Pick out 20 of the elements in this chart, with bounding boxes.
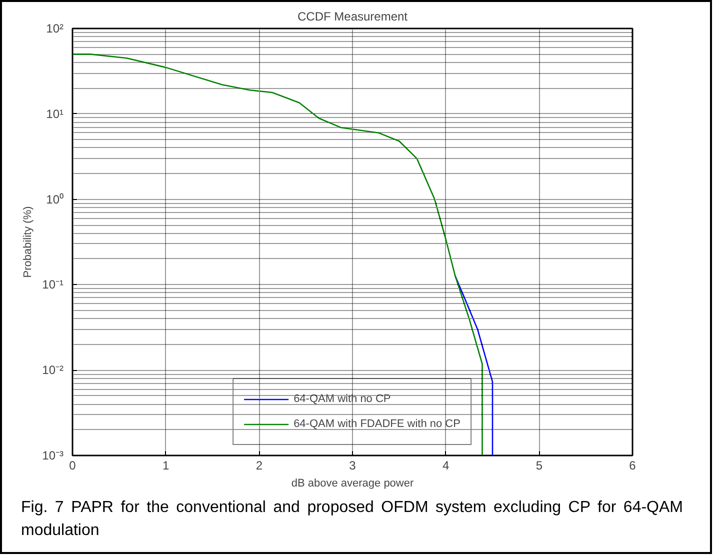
y-tick-label: 10¹: [46, 106, 64, 121]
y-tick-label: 10⁰: [46, 192, 64, 206]
legend-label: 64-QAM with FDADFE with no CP: [294, 418, 460, 430]
x-tick-label: 2: [256, 458, 263, 472]
chart-title: CCDF Measurement: [297, 10, 408, 24]
y-tick-label: 10²: [46, 22, 64, 36]
x-tick-label: 3: [349, 458, 356, 472]
x-tick-label: 4: [442, 458, 450, 472]
legend-label: 64-QAM with no CP: [294, 393, 391, 405]
x-tick-label: 6: [629, 458, 636, 472]
x-tick-label: 0: [69, 458, 76, 472]
y-axis-title: Probability (%): [22, 206, 34, 278]
caption: Fig. 7 PAPR for the conventional and proposed OFDM system excluding CP for 64-QAM modulation: [21, 498, 683, 541]
y-tick-label: 10⁻²: [42, 363, 64, 378]
x-axis-title: dB above average power: [291, 478, 414, 490]
x-tick-label: 1: [162, 458, 170, 472]
y-tick-label: 10⁻¹: [42, 278, 64, 292]
y-tick-label: 10⁻³: [42, 448, 64, 462]
x-tick-label: 5: [536, 458, 543, 472]
line-series: [72, 54, 483, 456]
